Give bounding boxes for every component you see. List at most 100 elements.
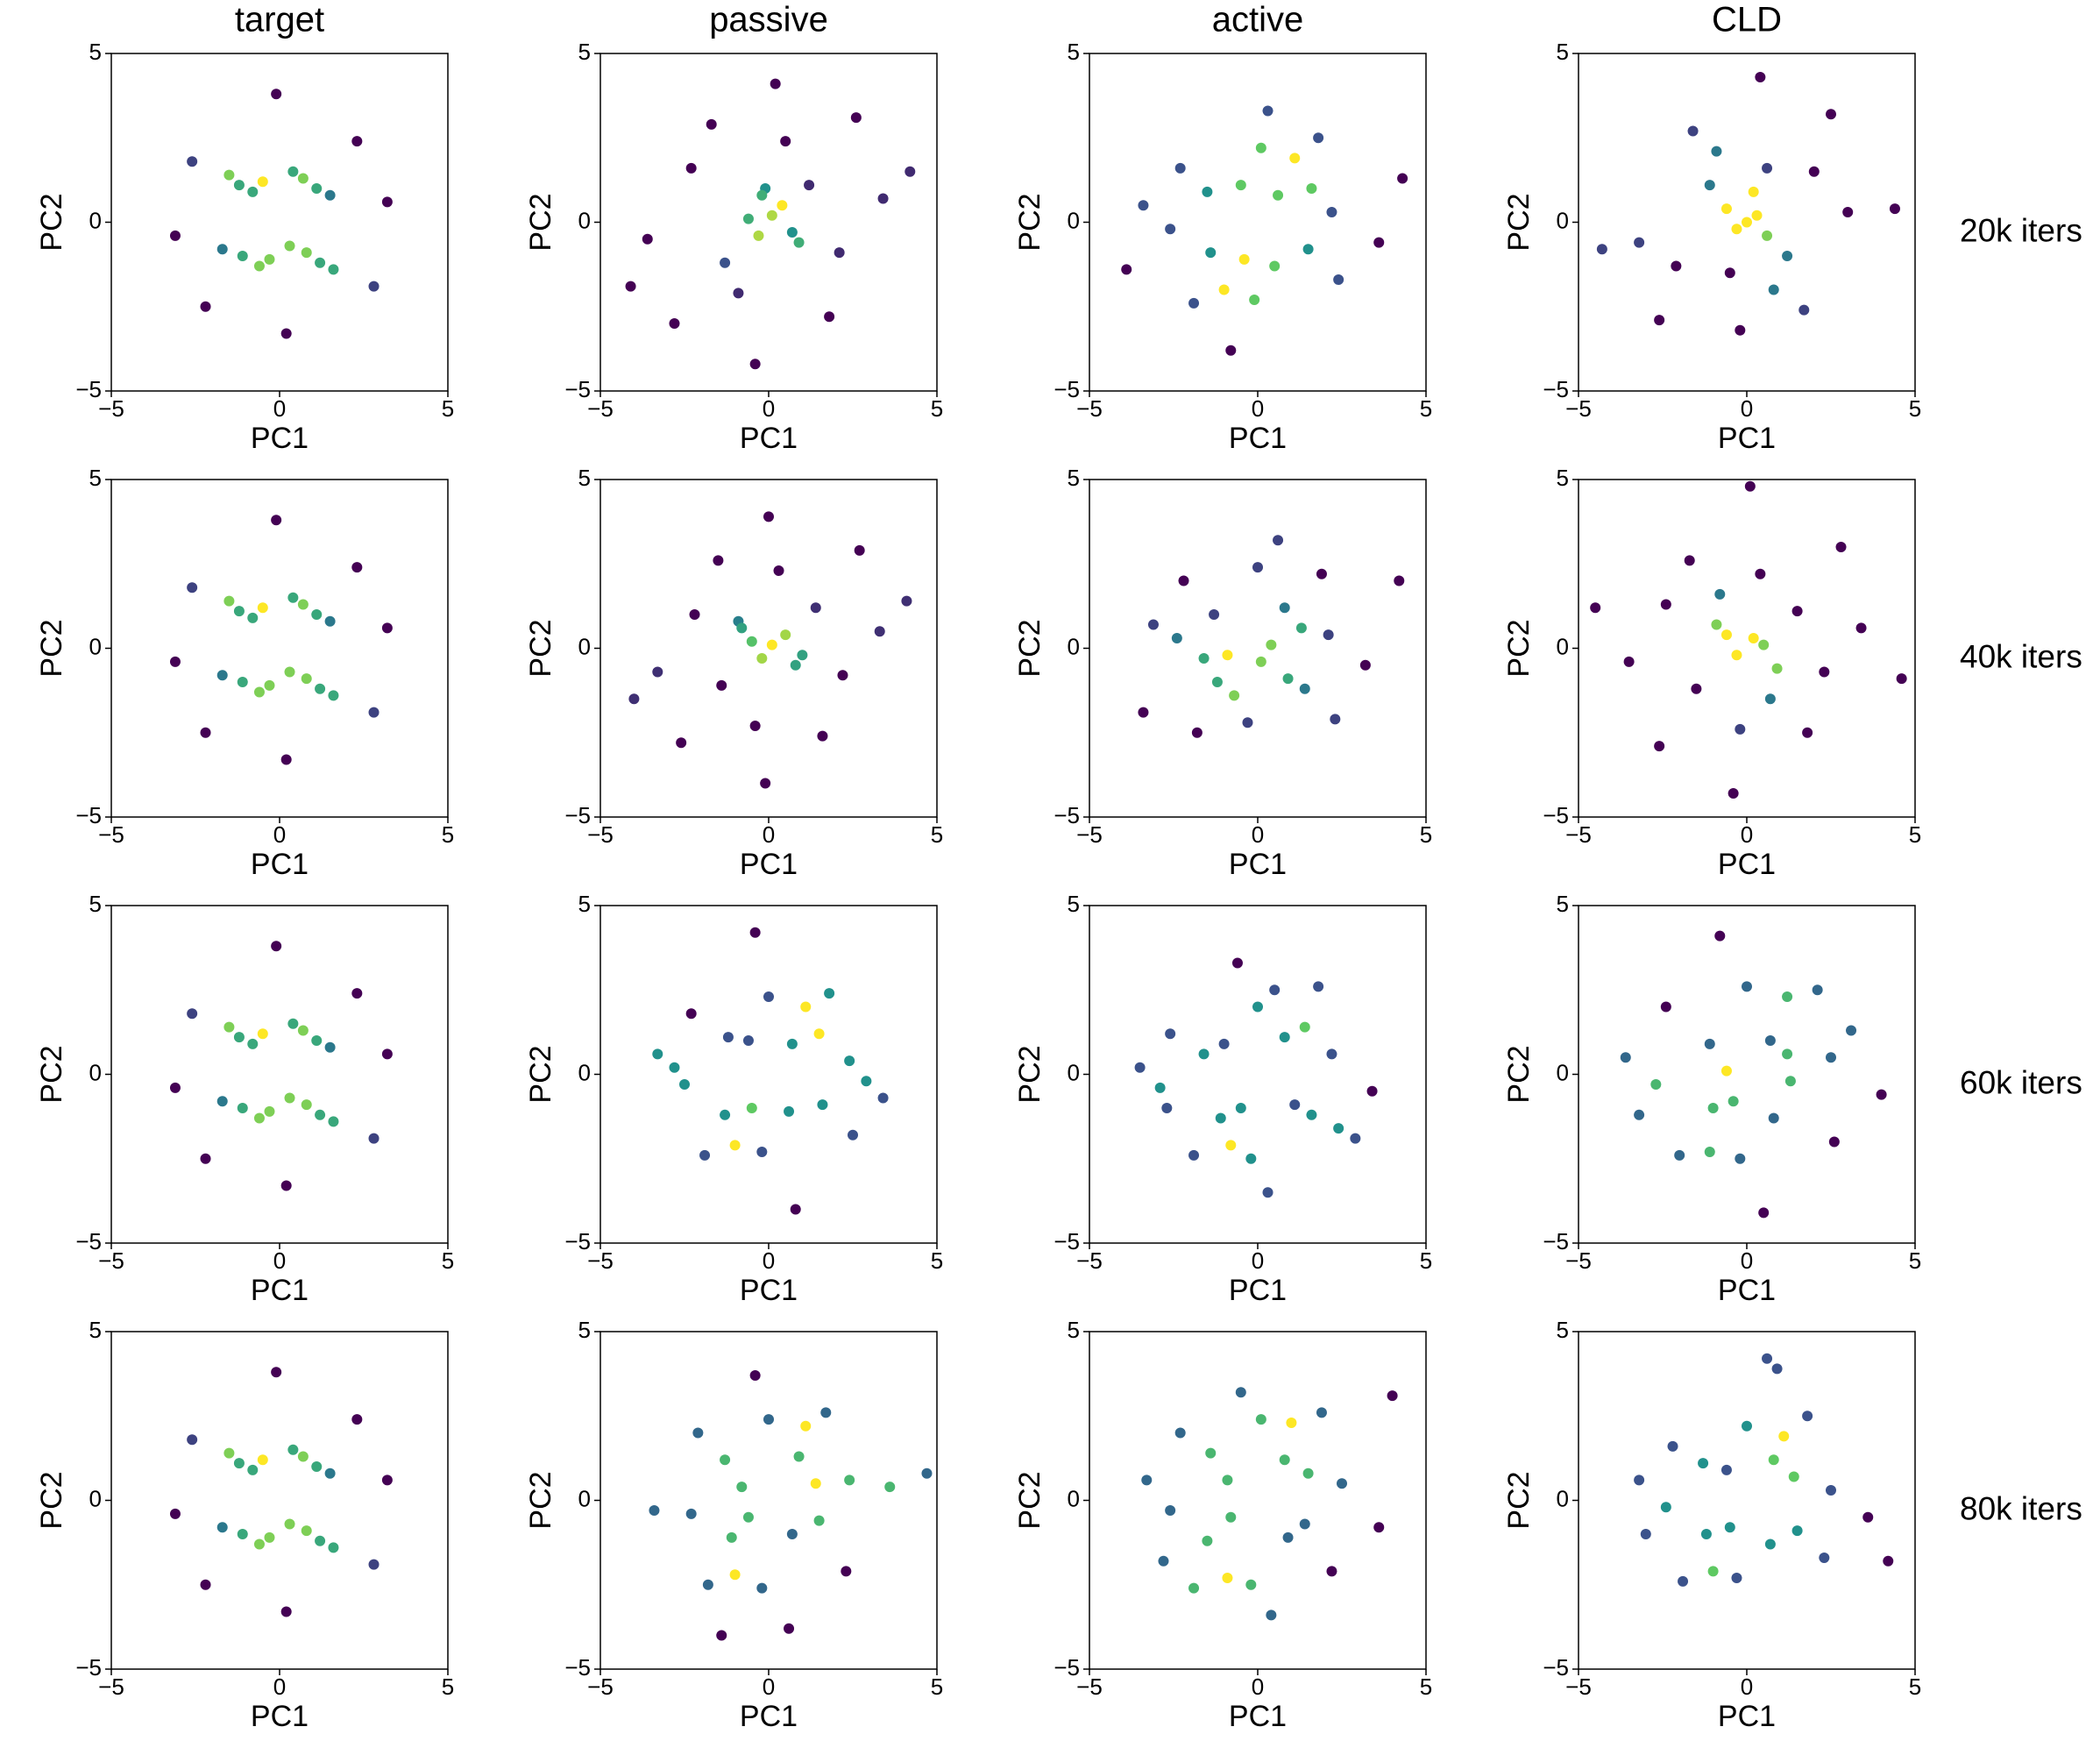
point bbox=[257, 176, 268, 188]
point bbox=[311, 1461, 323, 1472]
y-tick-label: −5 bbox=[1054, 1228, 1080, 1254]
y-tick-label: 5 bbox=[578, 39, 591, 65]
point bbox=[1359, 659, 1371, 671]
x-tick-label: 5 bbox=[442, 1673, 454, 1700]
y-axis-label: PC2 bbox=[1502, 619, 1536, 677]
point bbox=[237, 1103, 248, 1113]
point bbox=[763, 1414, 774, 1425]
x-axis-label: PC1 bbox=[740, 422, 798, 455]
axes-frame bbox=[599, 53, 938, 392]
point bbox=[1764, 1538, 1776, 1550]
point bbox=[1302, 244, 1314, 255]
point bbox=[1755, 568, 1766, 579]
y-tick-label: 5 bbox=[578, 891, 591, 917]
point bbox=[1802, 727, 1813, 738]
point bbox=[800, 1420, 812, 1432]
point bbox=[1735, 723, 1746, 735]
point bbox=[1299, 1518, 1310, 1530]
x-tick-label: 5 bbox=[1909, 1247, 1921, 1274]
y-axis-label: PC2 bbox=[524, 1471, 557, 1529]
point bbox=[733, 288, 744, 299]
y-tick-label: 5 bbox=[1068, 891, 1080, 917]
point bbox=[1252, 562, 1263, 573]
point bbox=[1691, 683, 1702, 694]
point bbox=[1255, 656, 1266, 667]
y-tick-label: −5 bbox=[564, 376, 591, 402]
point bbox=[884, 1482, 896, 1493]
point bbox=[877, 1092, 889, 1104]
point bbox=[763, 511, 774, 522]
point bbox=[1828, 1136, 1840, 1148]
point bbox=[1188, 1149, 1200, 1161]
point bbox=[1394, 575, 1405, 586]
point bbox=[1742, 217, 1752, 228]
axes-frame bbox=[110, 53, 449, 392]
x-tick-label: −5 bbox=[1565, 1673, 1592, 1700]
point bbox=[786, 227, 798, 238]
point bbox=[1724, 267, 1735, 279]
point bbox=[729, 1140, 741, 1151]
point bbox=[837, 670, 848, 681]
point bbox=[1279, 602, 1290, 614]
point bbox=[685, 1508, 697, 1519]
panel: −5 0 5 −5 0 5 PC1 PC2 bbox=[524, 1317, 943, 1733]
point bbox=[1667, 1440, 1678, 1452]
point bbox=[297, 599, 309, 610]
point bbox=[625, 281, 636, 292]
point bbox=[1191, 727, 1203, 738]
point bbox=[1846, 1025, 1857, 1036]
point bbox=[328, 1542, 339, 1553]
point bbox=[679, 1079, 690, 1091]
point bbox=[1711, 619, 1722, 630]
point bbox=[264, 1531, 275, 1543]
point bbox=[1273, 535, 1284, 546]
point bbox=[669, 318, 680, 329]
point bbox=[1714, 588, 1726, 600]
point bbox=[1812, 984, 1823, 996]
points bbox=[1121, 105, 1408, 356]
point bbox=[237, 251, 248, 261]
point bbox=[1269, 984, 1281, 996]
point bbox=[1883, 1555, 1894, 1567]
point bbox=[797, 650, 808, 661]
x-tick-label: 5 bbox=[1420, 1673, 1432, 1700]
point bbox=[1728, 788, 1739, 799]
panel: −5 0 5 −5 0 5 PC1 PC2 bbox=[1013, 39, 1432, 455]
point bbox=[187, 1008, 198, 1020]
y-tick-label: −5 bbox=[564, 1654, 591, 1681]
point bbox=[1724, 1522, 1735, 1533]
x-axis-label: PC1 bbox=[1718, 1700, 1776, 1733]
panel: −5 0 5 −5 0 5 PC1 PC2 bbox=[35, 39, 454, 455]
x-tick-label: 0 bbox=[1252, 395, 1264, 422]
x-tick-label: 0 bbox=[1741, 395, 1753, 422]
point bbox=[1735, 324, 1746, 336]
point bbox=[233, 1032, 245, 1043]
point bbox=[1222, 650, 1233, 661]
point bbox=[1720, 1065, 1732, 1077]
point bbox=[223, 1021, 235, 1033]
point bbox=[1225, 345, 1237, 356]
point bbox=[1323, 629, 1334, 641]
point bbox=[1211, 677, 1223, 687]
point bbox=[200, 301, 211, 312]
y-tick-label: 0 bbox=[1557, 633, 1569, 659]
point bbox=[720, 1109, 731, 1120]
panel: −5 0 5 −5 0 5 PC1 PC2 bbox=[524, 39, 943, 455]
points bbox=[169, 1367, 393, 1617]
point bbox=[722, 1032, 734, 1043]
point bbox=[780, 629, 791, 641]
point bbox=[1798, 304, 1810, 316]
y-tick-label: 5 bbox=[1068, 465, 1080, 491]
point bbox=[1266, 639, 1277, 650]
panel: −5 0 5 −5 0 5 PC1 PC2 bbox=[35, 465, 454, 881]
point bbox=[1826, 109, 1836, 120]
column-title: passive bbox=[709, 1, 828, 39]
point bbox=[1238, 253, 1250, 265]
point bbox=[770, 78, 781, 89]
point bbox=[1289, 1099, 1301, 1111]
point bbox=[247, 1038, 259, 1049]
panel: −5 0 5 −5 0 5 PC1 PC2 bbox=[524, 891, 943, 1307]
row-label: 20k iters bbox=[1960, 212, 2082, 248]
point bbox=[1387, 1390, 1398, 1402]
y-tick-label: −5 bbox=[1054, 802, 1080, 828]
